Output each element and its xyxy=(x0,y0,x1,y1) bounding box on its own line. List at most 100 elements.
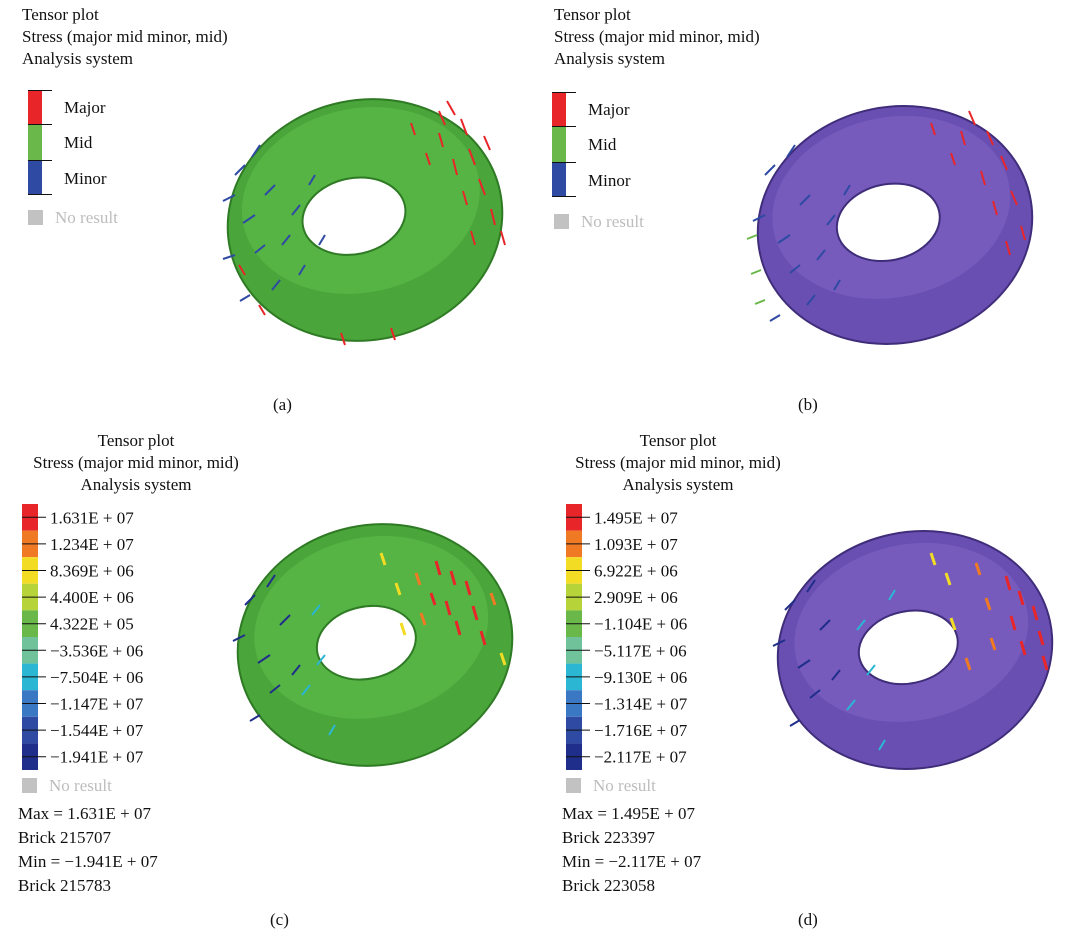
scale-value-8: −1.147E + 07 xyxy=(50,695,144,714)
no-result-key: No result xyxy=(566,776,656,796)
scale-value-1: 1.495E + 07 xyxy=(594,508,678,527)
no-result-label: No result xyxy=(55,208,118,227)
torus-model-purple-contour xyxy=(772,530,1054,770)
legend-swatch-mid xyxy=(552,126,566,162)
legend-swatch-minor xyxy=(552,162,566,196)
contour-arrows-high xyxy=(1004,575,1049,671)
no-result-swatch xyxy=(28,210,43,225)
header-line-1: Tensor plot xyxy=(97,431,175,450)
legend-label-major: Major xyxy=(64,98,106,117)
legend-swatch-major xyxy=(28,90,42,124)
caption-d: (d) xyxy=(798,910,818,929)
header-line-1: Tensor plot xyxy=(554,5,631,24)
result-stats: Max = 1.495E + 07 Brick 223397 Min = −2.… xyxy=(562,802,701,898)
scale-value-7: −7.504E + 06 xyxy=(50,668,143,687)
contour-arrows-high xyxy=(429,560,487,646)
scale-value-9: −1.716E + 07 xyxy=(594,721,688,740)
no-result-label: No result xyxy=(49,776,112,795)
scale-value-10: −1.941E + 07 xyxy=(50,748,144,767)
header-line-3: Analysis system xyxy=(554,49,665,68)
tensor-arrows-mid xyxy=(746,234,766,305)
scale-swatches: 1.631E + 07 1.234E + 07 8.369E + 06 4.400E … xyxy=(22,504,144,770)
scale-value-6: −3.536E + 06 xyxy=(50,641,143,660)
contour-arrows-low xyxy=(232,574,301,722)
stress-scale-legend: 1.495E + 07 1.093E + 07 6.922E + 06 2.909E … xyxy=(566,502,766,778)
stat-max: Max = 1.495E + 07 xyxy=(562,804,695,823)
scale-value-4: 4.400E + 06 xyxy=(50,588,134,607)
header-line-2: Stress (major mid minor, mid) xyxy=(22,27,228,46)
stat-min-brick: Brick 223058 xyxy=(562,876,656,895)
scale-value-2: 1.234E + 07 xyxy=(50,535,134,554)
panel-c-header: Tensor plot Stress (major mid minor, mid… xyxy=(2,430,270,496)
stress-scale-legend: 1.631E + 07 1.234E + 07 8.369E + 06 4.400E … xyxy=(22,502,222,778)
torus-model-green-contour xyxy=(232,523,514,767)
scale-value-3: 8.369E + 06 xyxy=(50,562,134,581)
scale-value-5: −1.104E + 06 xyxy=(594,615,687,634)
header-line-3: Analysis system xyxy=(622,475,734,494)
header-line-1: Tensor plot xyxy=(22,5,99,24)
legend-swatch-major xyxy=(552,92,566,126)
no-result-swatch xyxy=(22,778,37,793)
result-stats: Max = 1.631E + 07 Brick 215707 Min = −1.… xyxy=(18,802,158,898)
scale-swatches: 1.495E + 07 1.093E + 07 6.922E + 06 2.909E … xyxy=(566,504,688,770)
legend-label-minor: Minor xyxy=(588,171,631,190)
contour-arrows-cyan xyxy=(301,604,336,736)
contour-arrows-yellow xyxy=(929,552,957,631)
no-result-swatch xyxy=(554,214,569,229)
contour-arrows-yellow xyxy=(379,552,507,666)
no-result-key: No result xyxy=(554,212,644,232)
panel-a-header: Tensor plot Stress (major mid minor, mid… xyxy=(22,4,228,70)
contour-arrows-orange xyxy=(414,572,497,626)
legend-label-major: Major xyxy=(588,100,630,119)
header-line-1: Tensor plot xyxy=(639,431,717,450)
panel-b: Tensor plot Stress (major mid minor, mid… xyxy=(540,0,1084,420)
scale-value-6: −5.117E + 06 xyxy=(594,641,687,660)
tensor-arrows-major xyxy=(238,100,506,346)
legend-label-mid: Mid xyxy=(64,133,93,152)
stat-min: Min = −2.117E + 07 xyxy=(562,852,702,871)
contour-arrows-cyan xyxy=(846,589,896,751)
no-result-label: No result xyxy=(581,212,644,231)
legend-swatch-mid xyxy=(28,124,42,160)
panel-c: Tensor plot Stress (major mid minor, mid… xyxy=(0,430,540,940)
legend-swatch-minor xyxy=(28,160,42,194)
scale-value-4: 2.909E + 06 xyxy=(594,588,678,607)
caption-a: (a) xyxy=(273,395,292,414)
stat-min: Min = −1.941E + 07 xyxy=(18,852,158,871)
stat-max-brick: Brick 223397 xyxy=(562,828,656,847)
caption-b: (b) xyxy=(798,395,818,414)
panel-d-header: Tensor plot Stress (major mid minor, mid… xyxy=(544,430,812,496)
header-line-3: Analysis system xyxy=(22,49,133,68)
tensor-arrows-major xyxy=(930,110,1026,256)
no-result-swatch xyxy=(566,778,581,793)
scale-value-1: 1.631E + 07 xyxy=(50,508,134,527)
stat-max: Max = 1.631E + 07 xyxy=(18,804,151,823)
legend-label-mid: Mid xyxy=(588,135,617,154)
scale-value-9: −1.544E + 07 xyxy=(50,721,144,740)
torus-model-purple xyxy=(746,105,1034,345)
torus-model-green xyxy=(222,98,506,346)
contour-arrows-orange xyxy=(964,562,997,671)
scale-value-8: −1.314E + 07 xyxy=(594,695,688,714)
scale-value-5: 4.322E + 05 xyxy=(50,615,134,634)
tensor-arrows-minor xyxy=(222,144,326,302)
no-result-key: No result xyxy=(28,208,118,228)
scale-value-10: −2.117E + 07 xyxy=(594,748,687,767)
scale-value-2: 1.093E + 07 xyxy=(594,535,678,554)
no-result-label: No result xyxy=(593,776,656,795)
legend-label-minor: Minor xyxy=(64,169,107,188)
scale-value-3: 6.922E + 06 xyxy=(594,562,678,581)
tensor-arrows-minor xyxy=(752,144,851,322)
header-line-2: Stress (major mid minor, mid) xyxy=(33,453,239,472)
stat-min-brick: Brick 215783 xyxy=(18,876,112,895)
panel-b-header: Tensor plot Stress (major mid minor, mid… xyxy=(554,4,760,70)
header-line-2: Stress (major mid minor, mid) xyxy=(554,27,760,46)
panel-a: Tensor plot Stress (major mid minor, mid… xyxy=(0,0,540,420)
contour-arrows-low xyxy=(772,579,841,727)
header-line-2: Stress (major mid minor, mid) xyxy=(575,453,781,472)
header-line-3: Analysis system xyxy=(80,475,192,494)
panel-d: Tensor plot Stress (major mid minor, mid… xyxy=(540,430,1084,940)
no-result-key: No result xyxy=(22,776,112,796)
scale-value-7: −9.130E + 06 xyxy=(594,668,687,687)
stat-max-brick: Brick 215707 xyxy=(18,828,112,847)
